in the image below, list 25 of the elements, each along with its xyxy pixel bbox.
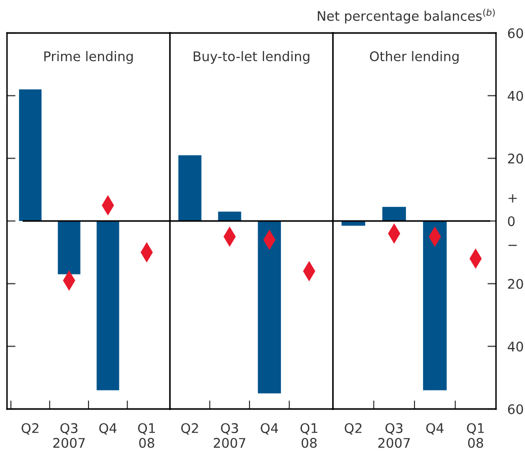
x-tick-label: Q1 08 xyxy=(466,423,484,448)
x-tick-label: Q2 xyxy=(344,423,362,435)
y-tick-label: 20 xyxy=(508,154,524,164)
x-tick-label: Q2 xyxy=(181,423,198,435)
y-tick-label: 40 xyxy=(508,342,524,352)
x-tick-label: Q1 08 xyxy=(300,423,318,448)
y-tick-label: − xyxy=(508,244,517,246)
text: Other lending xyxy=(370,51,459,64)
y-axis-title: Net percentage balances$^{(b)}$ xyxy=(318,8,495,24)
x-tick-label: Q3 2007 xyxy=(53,423,85,448)
text: Buy-to-let lending xyxy=(194,51,310,64)
text: Prime lending xyxy=(44,51,133,64)
y-tick-label: 20 xyxy=(508,278,524,289)
y-tick-label: 40 xyxy=(508,90,524,101)
y-tick-label: 0 xyxy=(508,216,515,226)
x-tick-label: Q1 08 xyxy=(138,423,155,448)
x-tick-label: Q2 xyxy=(22,423,38,435)
x-tick-label: Q4 xyxy=(260,423,278,435)
x-tick-label: Q3 2007 xyxy=(378,423,410,448)
x-tick-label: Q4 xyxy=(99,423,117,435)
x-tick-label: Q3 2007 xyxy=(214,423,246,448)
y-tick-label: 60 xyxy=(508,404,524,414)
x-tick-label: Q4 xyxy=(426,423,444,435)
y-tick-label: + xyxy=(508,194,517,203)
y-tick-label: 60 xyxy=(508,28,524,38)
